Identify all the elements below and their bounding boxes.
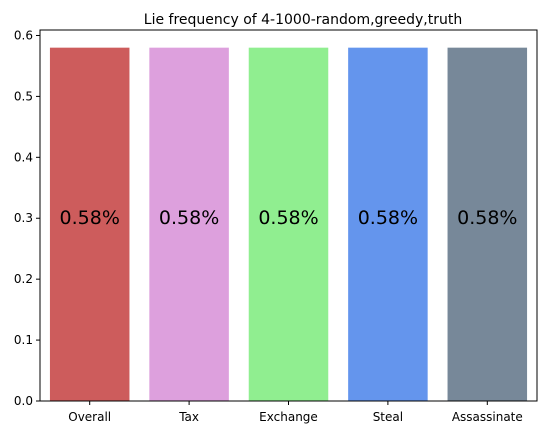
y-tick-label: 0.2 [14,272,33,286]
data-label-exchange: 0.58% [258,207,318,229]
x-tick-label-steal: Steal [373,410,403,424]
bar-steal [348,47,428,402]
plot-frame [39,29,538,402]
y-tick-label: 0.4 [14,150,33,164]
data-label-assassinate: 0.58% [457,207,517,229]
y-tick-label: 0.1 [14,333,33,347]
chart-title: Lie frequency of 4-1000-random,greedy,tr… [144,12,462,28]
y-tick-label: 0.6 [14,28,33,42]
bar-tax [149,47,229,402]
data-labels-group: 0.58% 0.58% 0.58% 0.58% 0.58% [60,207,518,229]
bar-overall [49,47,130,402]
data-label-overall: 0.58% [60,207,120,229]
x-tick-label-assassinate: Assassinate [452,410,523,424]
x-tick-label-tax: Tax [178,410,199,424]
x-axis: Overall Tax Exchange Steal Assassinate [68,401,523,424]
y-tick-label: 0.3 [14,211,33,225]
x-tick-label-exchange: Exchange [259,410,318,424]
bar-exchange [248,47,329,402]
x-tick-label-overall: Overall [68,410,111,424]
data-label-steal: 0.58% [358,207,418,229]
bars-group [49,47,528,402]
data-label-tax: 0.58% [159,207,219,229]
bar-assassinate [447,47,528,402]
y-tick-label: 0.0 [14,394,33,408]
y-tick-label: 0.5 [14,89,33,103]
y-axis: 0.0 0.1 0.2 0.3 0.4 0.5 0.6 [14,28,40,408]
